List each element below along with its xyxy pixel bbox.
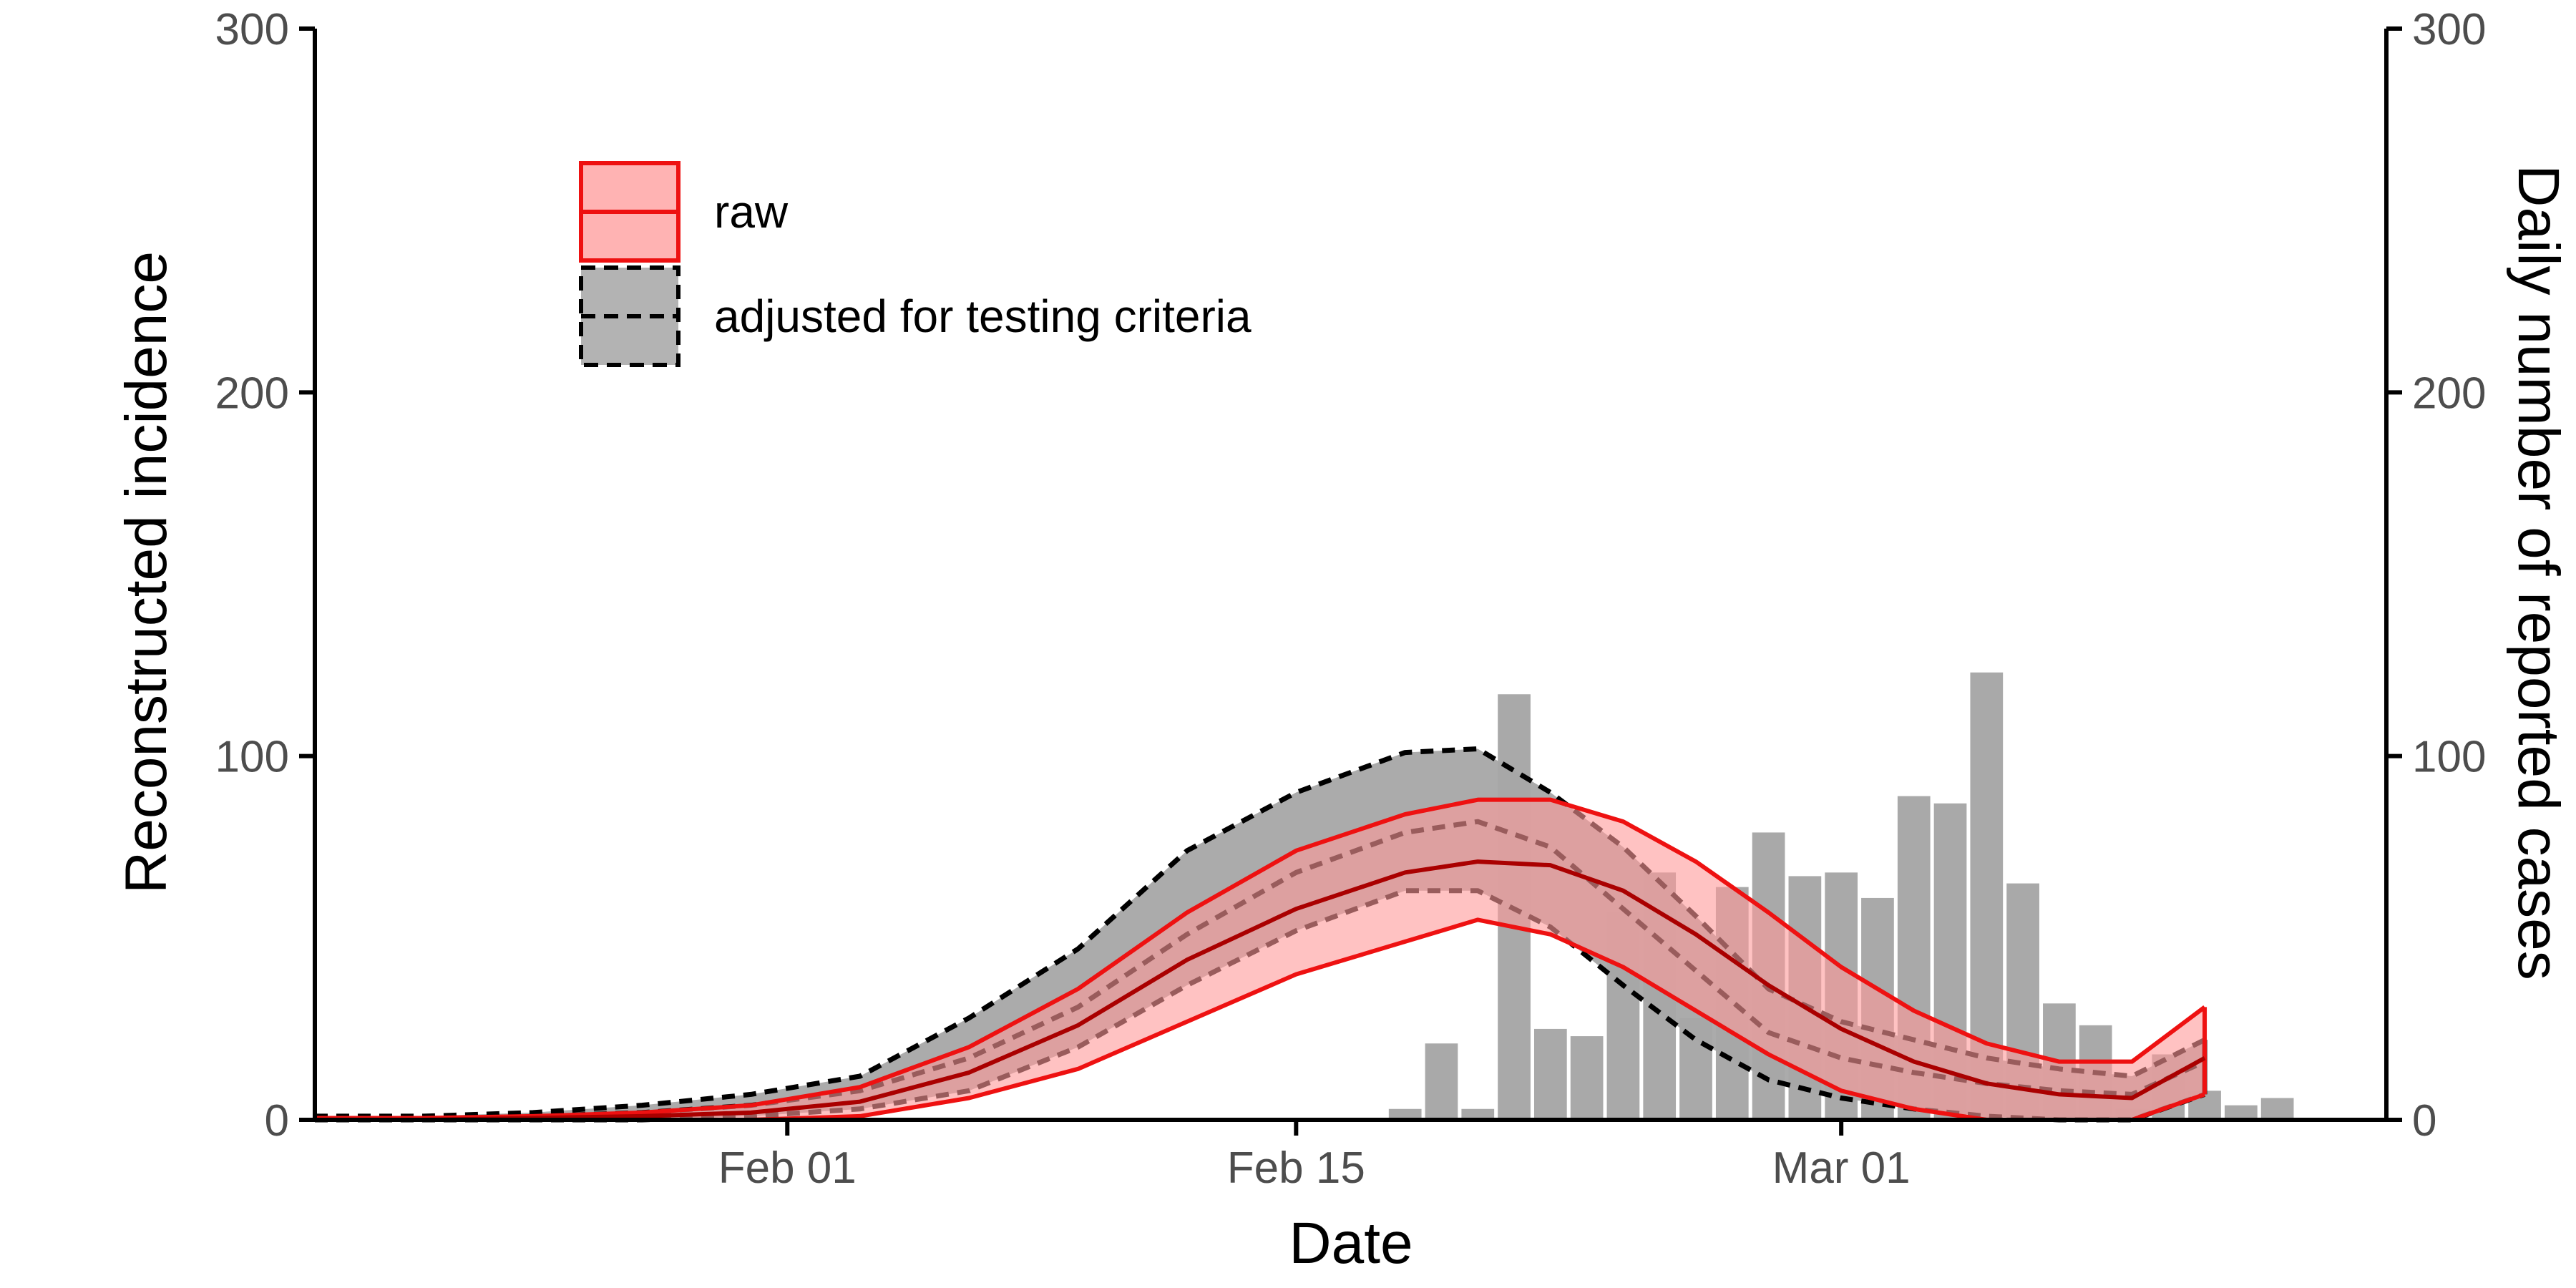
right-ticks: 0 100 200 300: [2386, 5, 2486, 1146]
legend-item-adjusted: adjusted for testing criteria: [579, 265, 1252, 367]
bar-2020-02-18: [1388, 1108, 1422, 1120]
legend: raw adjusted for testing criteria: [579, 161, 1252, 367]
left-tick-label: 0: [265, 1096, 289, 1146]
x-tick-label: Feb 01: [718, 1143, 857, 1193]
bar-2020-02-19: [1425, 1043, 1458, 1120]
right-tick-label: 200: [2412, 369, 2486, 418]
legend-label-adjusted: adjusted for testing criteria: [714, 291, 1252, 342]
left-tick-label: 300: [215, 5, 289, 54]
left-tick-label: 200: [215, 369, 289, 418]
right-tick-label: 100: [2412, 733, 2486, 782]
left-axis-title: Reconstructed incidence: [114, 251, 179, 894]
right-axis-title: Daily number of reported cases: [2506, 165, 2571, 980]
legend-item-raw: raw: [579, 161, 789, 263]
x-ticks: Feb 01 Feb 15 Mar 01: [718, 1120, 1911, 1193]
bar-2020-02-23: [1570, 1036, 1604, 1120]
bar-2020-03-13: [2260, 1098, 2294, 1120]
x-tick-label: Mar 01: [1772, 1143, 1911, 1193]
raw-upper-line: [315, 797, 2206, 1121]
bands-layer: [315, 746, 2207, 1123]
x-tick-label: Feb 15: [1227, 1143, 1365, 1193]
raw-band: [315, 799, 2205, 1120]
left-tick-label: 100: [215, 733, 289, 782]
bar-2020-03-12: [2224, 1105, 2258, 1120]
raw-mid-line: [315, 859, 2206, 1122]
bar-2020-02-22: [1533, 1028, 1567, 1120]
right-tick-label: 300: [2412, 5, 2486, 54]
left-ticks: 0 100 200 300: [215, 5, 315, 1146]
legend-label-raw: raw: [714, 186, 789, 238]
bar-2020-02-20: [1461, 1108, 1495, 1120]
x-axis-title: Date: [1289, 1211, 1413, 1276]
right-tick-label: 0: [2412, 1096, 2436, 1146]
